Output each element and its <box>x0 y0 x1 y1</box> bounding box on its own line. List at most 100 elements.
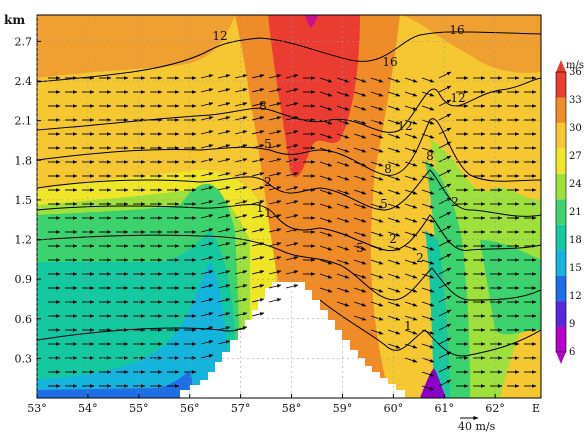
wind-vector <box>234 74 248 79</box>
isoline-label: 5 <box>356 241 364 255</box>
wind-vector <box>217 200 231 205</box>
y-tick-label: 2.1 <box>15 115 33 128</box>
wind-vector <box>370 273 384 279</box>
wind-vector <box>336 231 350 237</box>
wind-vector <box>387 189 401 195</box>
wind-vector <box>251 144 265 149</box>
wind-vector <box>336 147 350 153</box>
wind-vector <box>421 315 435 321</box>
y-tick-label: 1.5 <box>15 194 33 207</box>
wind-vector <box>285 200 299 205</box>
wind-vector <box>336 133 350 139</box>
wind-vector <box>387 217 401 223</box>
wind-vector <box>404 273 418 279</box>
wind-vector <box>387 119 401 125</box>
wind-vector <box>387 273 401 279</box>
wind-vector <box>217 340 231 345</box>
wind-vector <box>421 203 435 209</box>
wind-vector <box>319 161 333 167</box>
wind-vector <box>268 74 282 79</box>
isoline-label: 5 <box>264 137 272 151</box>
wind-vector <box>217 312 231 317</box>
colorbar-segment <box>556 224 566 251</box>
wind-vector <box>251 214 265 219</box>
wind-vector <box>421 147 435 153</box>
wind-vector <box>200 88 214 93</box>
wind-vector <box>438 155 452 163</box>
y-axis: 0.3 0.6 0.9 1.2 1.5 1.8 2.1 2.4 2.7 <box>15 35 41 365</box>
isoline-label: 16 <box>449 23 464 37</box>
wind-vector <box>285 256 299 261</box>
wind-vector <box>268 130 282 135</box>
wind-vector <box>421 77 435 83</box>
wind-vector <box>438 225 452 233</box>
wind-vector <box>285 242 299 247</box>
wind-vector <box>421 273 435 279</box>
wind-vector <box>421 343 435 349</box>
wind-vector <box>251 130 265 135</box>
colorbar-segment <box>556 250 566 276</box>
wind-vector <box>336 161 350 167</box>
colorbar-unit-label: m/s <box>566 60 584 71</box>
wind-vector <box>336 189 350 195</box>
wind-vector <box>387 147 401 153</box>
wind-vector <box>370 259 384 265</box>
isoline-label: 2 <box>389 232 397 246</box>
wind-vector <box>200 214 214 219</box>
wind-vector <box>387 259 401 265</box>
wind-vector <box>217 186 231 191</box>
wind-vector <box>200 228 214 233</box>
wind-vector <box>438 211 452 219</box>
wind-vector <box>268 270 282 275</box>
wind-vector <box>200 186 214 191</box>
wind-vector <box>217 74 231 79</box>
wind-vector <box>200 298 214 303</box>
wind-vector <box>387 77 401 83</box>
wind-vector <box>336 217 350 223</box>
wind-vector <box>404 357 418 363</box>
wind-vector <box>251 228 265 233</box>
wind-vector <box>438 71 452 79</box>
wind-vector <box>285 130 299 135</box>
wind-vector <box>387 203 401 209</box>
wind-vector <box>404 301 418 307</box>
wind-vector <box>234 88 248 93</box>
colorbar-frame <box>555 71 567 353</box>
wind-vector <box>404 329 418 335</box>
wind-vector <box>421 329 435 335</box>
wind-vector <box>217 130 231 135</box>
wind-vector <box>234 186 248 191</box>
y-tick-label: 2.4 <box>15 75 33 88</box>
wind-vector <box>404 147 418 153</box>
wind-vector <box>268 186 282 191</box>
colorbar-segment <box>556 275 566 302</box>
wind-vector <box>251 102 265 107</box>
speed-band-36-core <box>268 15 360 178</box>
wind-vector <box>251 284 265 289</box>
wind-vector <box>319 231 333 237</box>
wind-vector <box>370 329 384 335</box>
wind-vector <box>370 77 384 83</box>
wind-vector <box>353 203 367 209</box>
wind-vector <box>421 287 435 293</box>
wind-vector <box>438 295 452 303</box>
wind-vector <box>387 329 401 335</box>
wind-vector <box>438 99 452 107</box>
wind-vector <box>319 91 333 97</box>
wind-vector <box>370 245 384 251</box>
wind-vector <box>353 231 367 237</box>
wind-vector <box>370 147 384 153</box>
wind-vector <box>387 287 401 293</box>
wind-vector <box>200 74 214 79</box>
isoline-label: 8 <box>259 99 267 113</box>
wind-vector <box>319 259 333 265</box>
wind-vector <box>404 343 418 349</box>
wind-vector <box>217 116 231 121</box>
wind-vector <box>421 175 435 181</box>
wind-vector <box>285 144 299 149</box>
wind-vector <box>234 172 248 177</box>
speed-band-30-upper <box>37 15 541 78</box>
wind-vector <box>200 130 214 135</box>
colorbar-segment <box>556 173 566 200</box>
wind-vector <box>353 77 367 83</box>
